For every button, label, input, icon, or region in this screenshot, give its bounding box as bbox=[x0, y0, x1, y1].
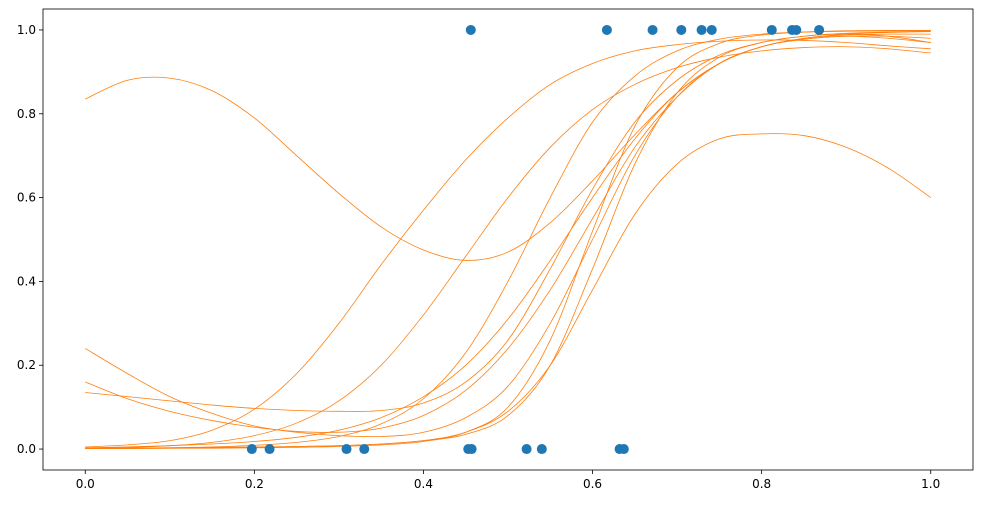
y-axis: 0.0 0.2 0.4 0.6 0.8 1.0 bbox=[17, 23, 43, 456]
data-point bbox=[264, 444, 275, 455]
y-tick-label: 0.0 bbox=[17, 442, 36, 456]
data-point bbox=[359, 444, 370, 455]
curve-4 bbox=[85, 33, 931, 433]
data-point bbox=[647, 24, 658, 35]
x-tick-label: 0.0 bbox=[76, 477, 95, 491]
data-point bbox=[814, 24, 825, 35]
curve-11 bbox=[85, 33, 931, 450]
data-point bbox=[696, 24, 707, 35]
x-tick-label: 0.8 bbox=[752, 477, 771, 491]
data-point bbox=[706, 24, 717, 35]
y-tick-label: 1.0 bbox=[17, 23, 36, 37]
data-point bbox=[246, 444, 257, 455]
fitted-curves bbox=[85, 29, 931, 450]
curve-9 bbox=[85, 29, 931, 450]
plot-frame bbox=[42, 8, 974, 471]
x-tick-label: 0.2 bbox=[245, 477, 264, 491]
data-point bbox=[465, 24, 476, 35]
y-tick-label: 0.2 bbox=[17, 358, 36, 372]
data-point bbox=[601, 24, 612, 35]
data-point bbox=[536, 444, 547, 455]
x-tick-label: 0.4 bbox=[414, 477, 433, 491]
y-tick-label: 0.6 bbox=[17, 191, 36, 205]
y-tick-label: 0.8 bbox=[17, 107, 36, 121]
x-tick-label: 1.0 bbox=[921, 477, 940, 491]
x-tick-label: 0.6 bbox=[583, 477, 602, 491]
curve-10 bbox=[85, 133, 931, 449]
curve-8 bbox=[85, 35, 931, 449]
curve-6 bbox=[85, 46, 931, 449]
x-axis: 0.0 0.2 0.4 0.6 0.8 1.0 bbox=[76, 470, 940, 491]
data-point bbox=[618, 444, 629, 455]
data-points bbox=[246, 24, 825, 455]
curve-5 bbox=[85, 39, 931, 448]
data-point bbox=[466, 444, 477, 455]
data-point bbox=[676, 24, 687, 35]
y-tick-label: 0.4 bbox=[17, 274, 36, 288]
data-point bbox=[521, 444, 532, 455]
data-point bbox=[791, 24, 802, 35]
data-point bbox=[766, 24, 777, 35]
data-point bbox=[341, 444, 352, 455]
